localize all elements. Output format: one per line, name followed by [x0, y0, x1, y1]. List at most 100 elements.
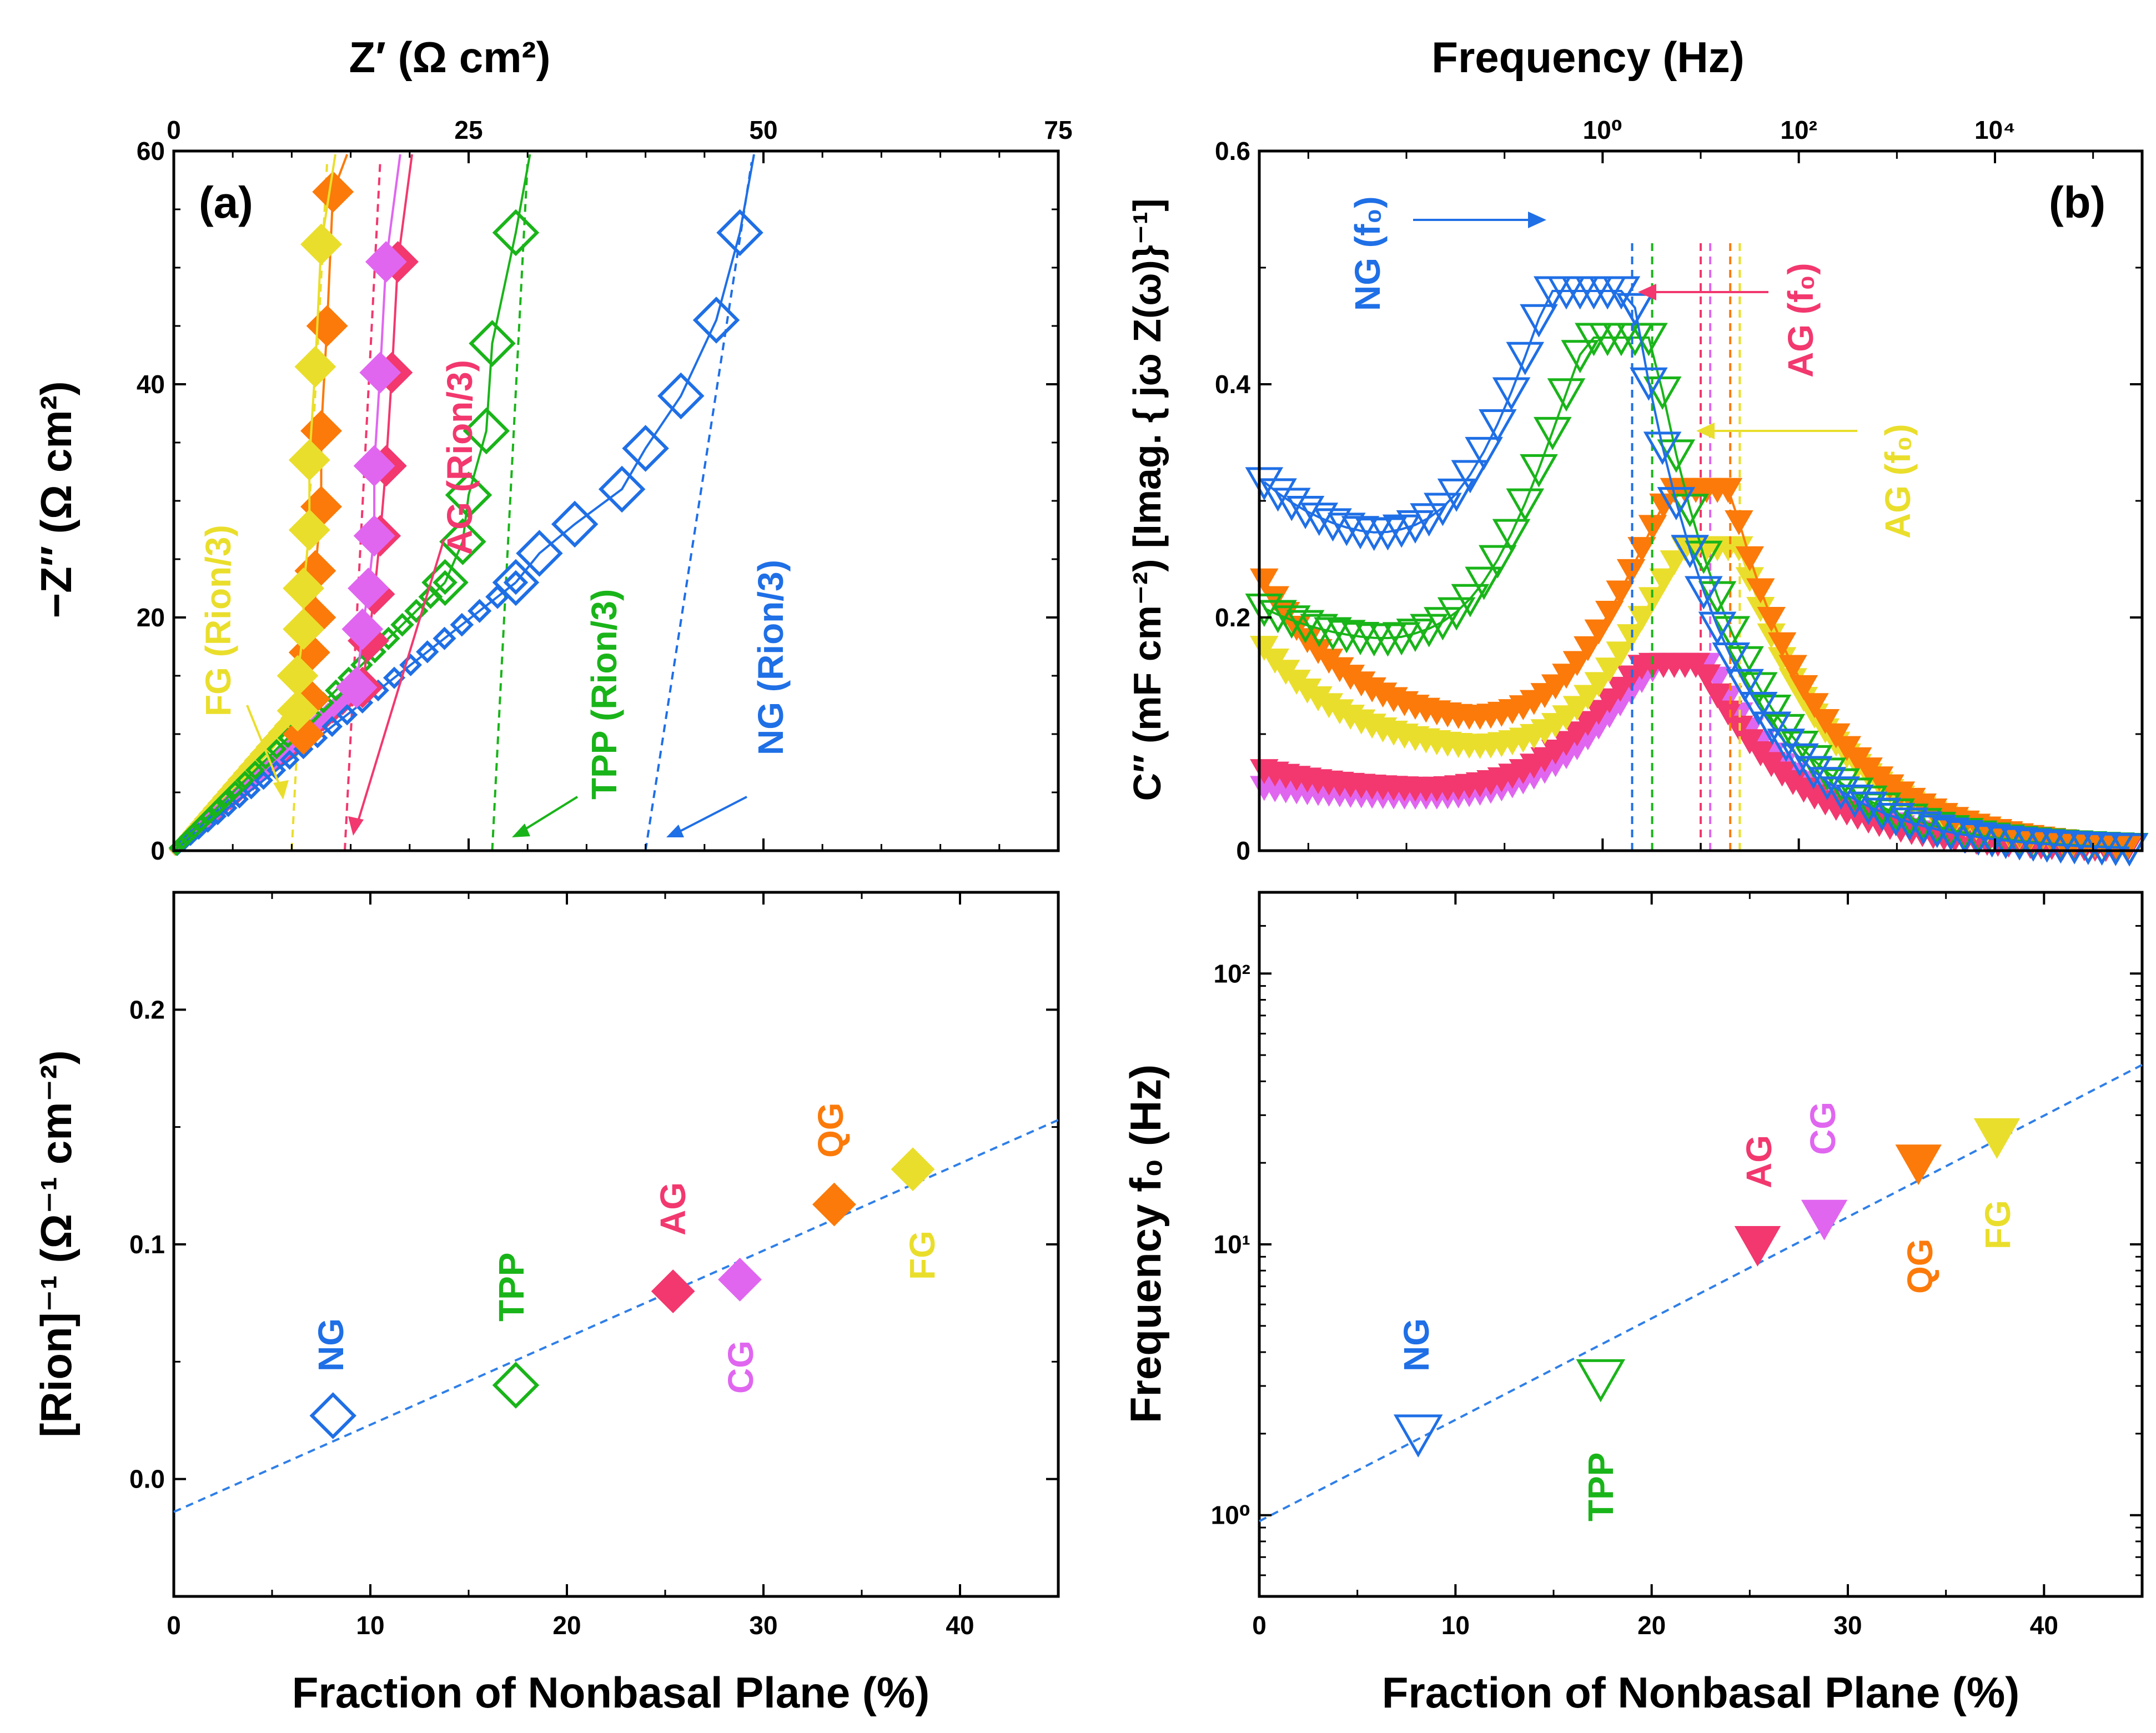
capacitance-point-qg: [1595, 600, 1624, 626]
capacitance-point-fg: [1638, 587, 1667, 612]
capacitance-point-qg: [1584, 619, 1613, 645]
nyquist-y-tick-label: 0: [150, 836, 165, 865]
capacitance-line-ng: [1263, 290, 2130, 850]
nyquist-point-ng: [492, 559, 540, 606]
nyquist-point-qg: [306, 305, 348, 347]
nyquist-y-tick-label: 40: [137, 370, 165, 399]
capacitance-point-ng: [1987, 826, 2025, 860]
capacitance-point-ng: [1327, 513, 1366, 546]
nyquist-point-cg: [353, 515, 395, 557]
capacitance-point-ng: [1424, 493, 1462, 526]
nyquist-point-tpp: [463, 407, 510, 455]
capacitance-point-ng: [1822, 776, 1860, 810]
capacitance-point-tpp: [1327, 620, 1366, 654]
capacitance-point-qg: [1713, 478, 1743, 503]
capacitance-point-ng: [1245, 467, 1284, 501]
nyquist-x-tick-label: 0: [167, 115, 181, 144]
nyquist-point-tpp: [439, 518, 486, 565]
capacitance-point-ng: [1959, 822, 1998, 856]
capacitance-point-tpp: [1547, 378, 1586, 412]
capacitance-point-tpp: [1506, 488, 1545, 522]
nyquist-point-ng: [450, 612, 474, 637]
rion-y-tick-label: 0.1: [129, 1230, 165, 1259]
arrowhead-ng-f0: [1528, 212, 1546, 228]
arrow-ag-rion: [354, 538, 445, 831]
rion-point-ng: [309, 1392, 356, 1439]
point-label-tpp: TPP: [491, 1253, 531, 1322]
annotation-fg-rion: FG (Rion/3): [198, 525, 238, 716]
capacitance-point-fg: [1584, 672, 1613, 697]
point-label-qg: QG: [811, 1102, 851, 1158]
arrow-tpp-rion: [518, 796, 579, 834]
rion-point-tpp: [492, 1362, 540, 1409]
capacitance-point-ng: [1753, 711, 1792, 745]
rion-fit-line: [173, 1119, 1059, 1513]
f0-point-tpp: [1576, 1359, 1626, 1403]
nyquist-point-ng: [657, 372, 705, 420]
reference-line-ag: [343, 162, 381, 851]
capacitance-point-ng: [1890, 807, 1929, 841]
nyquist-point-ng: [692, 297, 740, 344]
rion-y-tick-label: 0.0: [129, 1465, 165, 1494]
capacitance-point-tpp: [1314, 617, 1352, 651]
nyquist-point-cg: [335, 666, 378, 709]
nyquist-point-tpp: [492, 209, 540, 257]
rion-y-tick-label: 0.2: [129, 995, 165, 1024]
f0-point-ag: [1734, 1226, 1781, 1267]
point-label-fg: FG: [902, 1230, 942, 1280]
nyquist-point-tpp: [199, 807, 218, 826]
point-label-cg: CG: [721, 1340, 761, 1394]
annotation-ng-rion: NG (Rion/3): [751, 560, 791, 755]
capacitance-point-tpp: [1245, 594, 1284, 627]
capacitance-point-ng: [1698, 611, 1737, 645]
point-label-qg: QG: [1900, 1238, 1940, 1294]
capacitance-point-ng: [1932, 817, 1970, 851]
nyquist-point-ng: [383, 666, 406, 689]
capacitance-point-qg: [1250, 568, 1279, 594]
f0-x-tick-label: 20: [1637, 1611, 1666, 1640]
capacitance-y-tick-label: 0.4: [1215, 370, 1250, 399]
nyquist-point-cg: [353, 445, 395, 487]
f0-ticks: 0 10 20 30 40 10⁰ 10¹ 10²: [1211, 892, 2142, 1640]
nyquist-point-cg: [365, 241, 407, 283]
capacitance-point-fg: [1606, 641, 1635, 667]
capacitance-point-ng: [1643, 431, 1682, 465]
f0-x-tick-label: 40: [2030, 1611, 2058, 1640]
capacitance-point-ng: [1410, 503, 1448, 537]
capacitance-point-ng: [1492, 377, 1531, 411]
rion-x-tick-label: 0: [167, 1611, 181, 1640]
nyquist-point-ng: [516, 530, 563, 577]
nyquist-point-ng: [503, 570, 529, 595]
point-label-fg: FG: [1978, 1200, 2018, 1249]
nyquist-point-tpp: [390, 612, 414, 637]
capacitance-point-ng: [1451, 460, 1490, 494]
nyquist-point-fg: [300, 223, 342, 265]
nyquist-plot: 0 25 50 75 0 20 40 60 (a) Z′ (Ω cm²) −Z″ (Ω cm²…: [32, 33, 1073, 865]
nyquist-point-ng: [321, 716, 343, 737]
capacitance-point-ng: [1286, 495, 1325, 530]
capacitance-point-tpp: [1451, 584, 1490, 617]
capacitance-point-qg: [1767, 632, 1797, 657]
arrowhead-ag-rion: [348, 816, 364, 836]
f0-point-fg: [1973, 1118, 2021, 1159]
nyquist-point-cg: [341, 608, 384, 650]
capacitance-point-ng: [1341, 516, 1380, 550]
capacitance-point-ng: [1465, 436, 1503, 470]
capacitance-x-title: Frequency (Hz): [1431, 33, 1744, 82]
f0-y-title: Frequency f₀ (Hz): [1121, 1064, 1170, 1423]
f0-point-qg: [1895, 1144, 1942, 1186]
nyquist-y-tick-label: 60: [137, 137, 165, 165]
capacitance-point-ng: [1602, 276, 1641, 310]
annotation-ng-f0: NG (f₀): [1348, 196, 1388, 311]
capacitance-point-fg: [1574, 685, 1602, 710]
capacitance-point-ng: [1904, 811, 1943, 845]
nyquist-point-fg: [277, 690, 319, 732]
capacitance-point-qg: [1778, 655, 1807, 680]
capacitance-point-ng: [1945, 820, 1984, 854]
capacitance-point-ng: [1259, 478, 1297, 512]
f0-x-tick-label: 30: [1833, 1611, 1862, 1640]
capacitance-point-tpp: [1492, 519, 1531, 552]
capacitance-point-qg: [1735, 546, 1765, 571]
capacitance-point-ag: [1584, 700, 1613, 725]
nyquist-point-tpp: [469, 320, 516, 367]
